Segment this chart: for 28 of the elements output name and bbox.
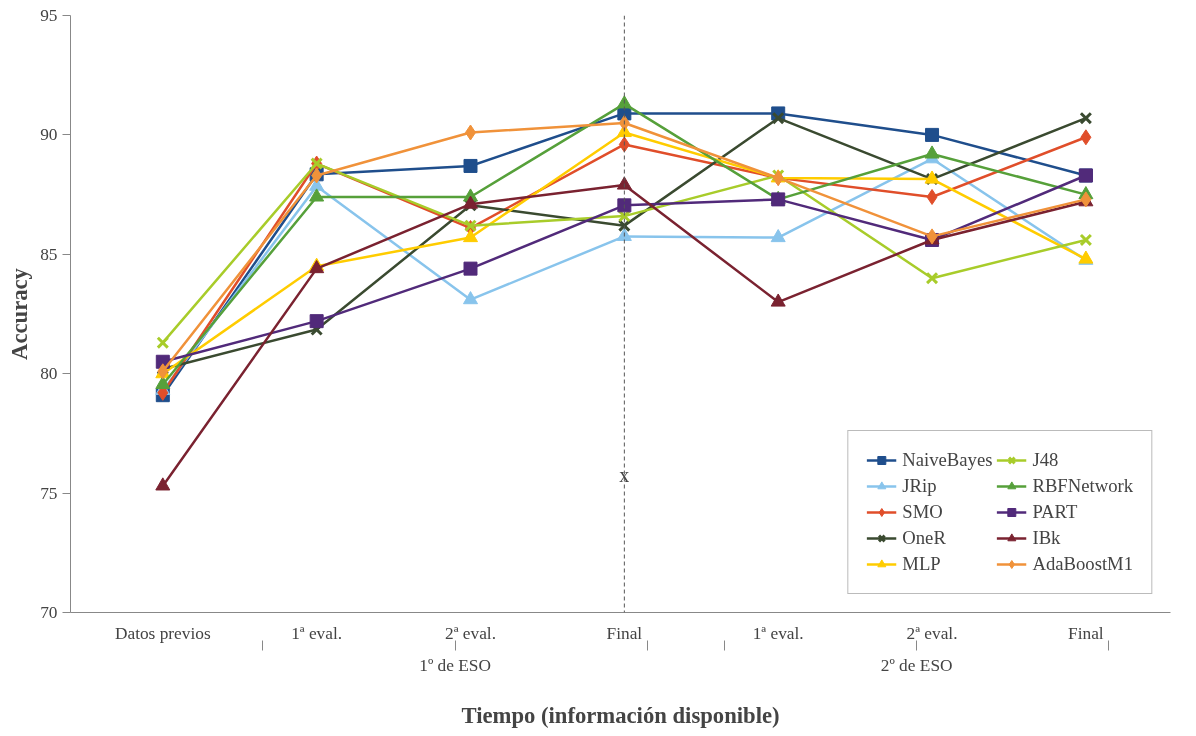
legend-label: RBFNetwork	[1032, 475, 1133, 497]
legend-label: IBk	[1032, 527, 1061, 549]
y-tick-label: 90	[40, 125, 58, 145]
x-axis-title: Tiempo (información disponible)	[461, 702, 780, 728]
text: 1º de ESO	[419, 655, 492, 675]
x-tick-label: 2ª eval.	[445, 623, 496, 643]
x-tick-label: Final	[606, 623, 643, 643]
legend-label: OneR	[902, 527, 946, 549]
y-tick-label: 80	[40, 364, 58, 384]
x-tick-label: Final	[1068, 623, 1104, 643]
legend-label: MLP	[902, 553, 941, 575]
text: 2º de ESO	[880, 655, 953, 675]
y-tick-label: 95	[40, 6, 58, 25]
legend-label: NaiveBayes	[902, 449, 993, 471]
y-tick-label: 70	[40, 603, 58, 622]
legend-label: PART	[1032, 501, 1078, 523]
legend-label: SMO	[902, 501, 943, 523]
legend-label: JRip	[902, 475, 937, 497]
y-tick-label: 85	[40, 244, 58, 264]
x-tick-label: 1ª eval.	[752, 623, 804, 643]
x-tick-label: 2ª eval.	[906, 623, 958, 643]
legend-label: J48	[1032, 449, 1059, 471]
y-tick-label: 75	[40, 483, 58, 503]
x-tick-label: Datos previos	[114, 623, 211, 643]
ref-line-label: x	[619, 464, 630, 487]
y-axis-title: Accuracy	[7, 267, 33, 360]
x-tick-label: 1ª eval.	[291, 623, 343, 643]
legend-label: AdaBoostM1	[1032, 553, 1133, 575]
